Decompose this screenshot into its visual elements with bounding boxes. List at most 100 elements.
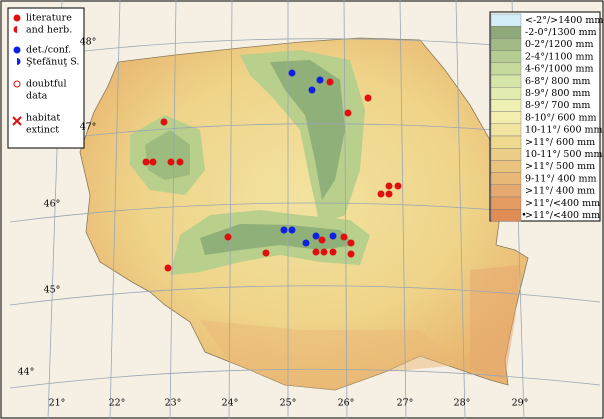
- dobrogea: [470, 265, 520, 380]
- longitude-label: 28°: [454, 398, 471, 409]
- climate-swatch: [490, 172, 522, 186]
- longitude-label: 26°: [338, 398, 355, 409]
- legend-label: doubtful: [26, 79, 67, 90]
- latitude-label: 48°: [80, 37, 97, 48]
- record-literature: [149, 158, 157, 166]
- longitude-label: 25°: [280, 398, 297, 409]
- record-literature: [347, 250, 355, 258]
- record-confirmed: [280, 226, 288, 234]
- mountains-east-high: [270, 60, 345, 200]
- climate-swatch: [490, 147, 522, 161]
- climate-swatch: [490, 50, 522, 63]
- legend-label: extinct: [26, 125, 59, 136]
- record-confirmed: [308, 86, 316, 94]
- climate-label: 8-9°/ 700 mm: [525, 100, 590, 111]
- climate-label: 8-9°/ 800 mm: [525, 88, 590, 99]
- latitude-label: 46°: [44, 199, 61, 210]
- record-confirmed: [316, 76, 324, 84]
- climate-label: <-2°/>1400 mm: [525, 15, 603, 26]
- plain-south: [200, 320, 460, 390]
- climate-label: 10-11°/ 500 mm: [525, 149, 603, 160]
- longitude-label: 27°: [397, 398, 414, 409]
- climate-label: 6-8°/ 800 mm: [525, 76, 590, 87]
- climate-swatch: [490, 99, 522, 112]
- record-literature: [347, 239, 355, 247]
- record-literature: [318, 236, 326, 244]
- climate-label: 8-10°/ 600 mm: [525, 112, 596, 123]
- record-literature: [340, 233, 348, 241]
- legend-label: literature: [26, 13, 72, 24]
- legend-label: Ştefănuţ S.: [26, 57, 79, 68]
- climate-swatch: [490, 160, 522, 173]
- climate-swatch: [490, 13, 522, 27]
- record-literature: [329, 248, 337, 256]
- legend-label: and herb.: [26, 25, 72, 36]
- record-confirmed: [329, 232, 337, 240]
- latitude-label: 47°: [80, 122, 97, 133]
- legend-label: habitat: [26, 113, 60, 124]
- record-confirmed: [302, 239, 310, 247]
- climate-dot: [522, 212, 526, 216]
- climate-swatch: [490, 196, 522, 210]
- record-confirmed: [288, 69, 296, 77]
- climate-items: <-2°/>1400 mm-2-0°/1300 mm0-2°/1200 mm2-…: [490, 13, 603, 222]
- climate-label: 2-4°/1100 mm: [525, 51, 593, 62]
- legend-label: data: [26, 91, 48, 102]
- climate-swatch: [490, 184, 522, 198]
- record-literature: [224, 233, 232, 241]
- record-literature: [320, 248, 328, 256]
- longitude-label: 21°: [49, 398, 66, 409]
- record-confirmed: [288, 226, 296, 234]
- climate-label: >11°/ 500 mm: [525, 161, 595, 172]
- climate-label: >11°/<400 mm: [525, 198, 600, 209]
- record-literature: [377, 190, 385, 198]
- record-literature: [160, 118, 168, 126]
- record-literature: [385, 182, 393, 190]
- longitude-label: 29°: [512, 398, 529, 409]
- record-literature: [142, 158, 150, 166]
- latitude-label: 45°: [44, 285, 61, 296]
- country: [79, 37, 529, 391]
- climate-swatch: [490, 74, 522, 88]
- record-literature: [167, 158, 175, 166]
- climate-swatch: [490, 123, 522, 137]
- longitude-label: 24°: [222, 398, 239, 409]
- climate-label: 9-11°/ 400 mm: [525, 173, 596, 184]
- record-literature: [176, 158, 184, 166]
- longitude-label: 23°: [165, 398, 182, 409]
- climate-swatch: [490, 208, 522, 222]
- longitude-label: 22°: [109, 398, 126, 409]
- climate-swatch: [490, 26, 522, 39]
- record-confirmed: [312, 232, 320, 240]
- climate-label: >11°/ 400 mm: [525, 186, 595, 197]
- occurrences: [142, 69, 402, 272]
- record-literature: [385, 190, 393, 198]
- climate-label: 0-2°/1200 mm: [525, 39, 593, 50]
- legend-box: [7, 7, 85, 149]
- graticule: [9, 0, 601, 419]
- record-literature: [312, 248, 320, 256]
- mountains-apuseni-high: [145, 130, 190, 180]
- climate-swatch: [490, 135, 522, 149]
- climate-label: 10-11°/ 600 mm: [525, 125, 603, 136]
- record-literature: [262, 249, 270, 257]
- record-literature: [394, 182, 402, 190]
- graticule-labels: 21° 22° 23° 24° 25° 26° 27° 28° 29° 48° 47° 46° 45° 4…: [18, 37, 529, 409]
- climate-label: >11°/ 600 mm: [525, 137, 595, 148]
- climate-swatch: [490, 62, 522, 76]
- legend-label: det./conf.: [26, 45, 71, 56]
- climate-swatch: [490, 111, 522, 124]
- climate-label: 4-6°/1000 mm: [525, 64, 593, 75]
- latitude-label: 44°: [18, 367, 35, 378]
- climate-swatch: [490, 86, 522, 100]
- record-literature: [164, 264, 172, 272]
- climate-swatch: [490, 38, 522, 51]
- record-literature: [326, 78, 334, 86]
- climate-label: -2-0°/1300 mm: [525, 27, 597, 38]
- climate-label: >11°/<400 mm: [525, 210, 600, 221]
- mountains-south-high: [200, 224, 355, 255]
- record-literature: [364, 94, 372, 102]
